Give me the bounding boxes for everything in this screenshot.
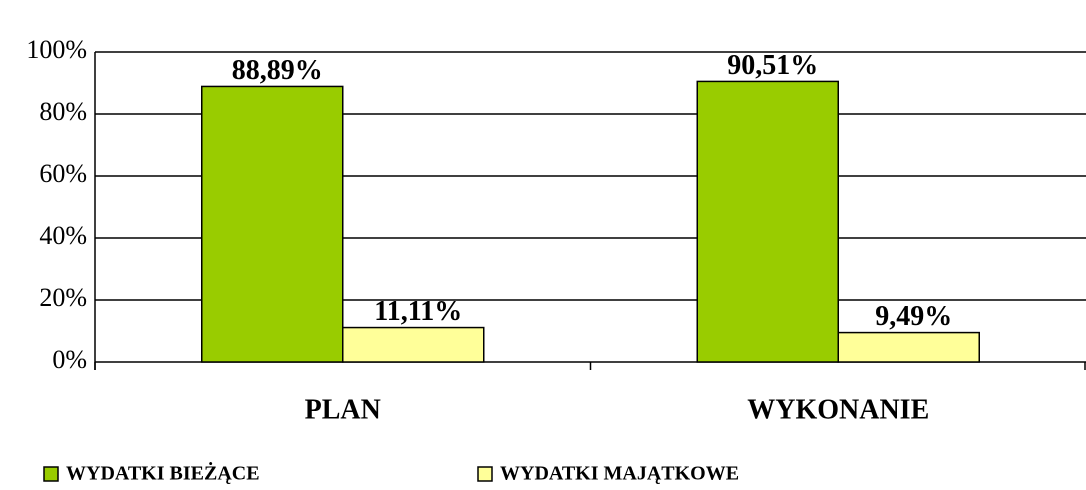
x-tick-label: WYKONANIE bbox=[747, 394, 929, 425]
y-tick-label: 20% bbox=[39, 283, 87, 312]
legend-label: WYDATKI MAJĄTKOWE bbox=[500, 463, 739, 485]
value-label: 88,89% bbox=[232, 55, 323, 86]
y-tick-label: 0% bbox=[52, 345, 87, 374]
y-tick-label: 100% bbox=[26, 35, 87, 64]
legend-label: WYDATKI BIEŻĄCE bbox=[66, 461, 260, 485]
legend-swatch bbox=[43, 466, 59, 482]
value-label: 90,51% bbox=[727, 50, 818, 81]
bar bbox=[201, 85, 344, 363]
value-label: 9,49% bbox=[875, 301, 952, 332]
bar bbox=[696, 80, 839, 363]
bar bbox=[837, 331, 980, 363]
bar bbox=[342, 326, 485, 363]
y-tick-label: 40% bbox=[39, 221, 87, 250]
y-tick-label: 60% bbox=[39, 159, 87, 188]
x-tick-label: PLAN bbox=[305, 394, 381, 425]
legend-swatch bbox=[477, 466, 493, 482]
value-label: 11,11% bbox=[374, 296, 462, 327]
y-tick-label: 80% bbox=[39, 97, 87, 126]
